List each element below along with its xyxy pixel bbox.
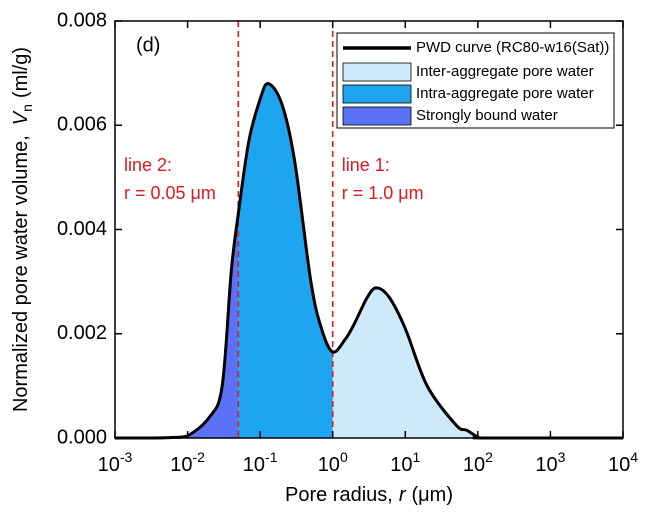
legend-swatch [342, 84, 412, 104]
area [238, 83, 333, 438]
y-label-subscript: n [19, 104, 35, 112]
vline-label: line 2: [124, 155, 172, 175]
x-tick-label: 103 [535, 449, 565, 477]
x-tick-exponent: -2 [192, 449, 205, 465]
x-tick-label: 101 [390, 449, 420, 477]
legend-label: PWD curve (RC80-w16(Sat)) [416, 39, 609, 56]
y-label-unit: (ml/g) [10, 47, 32, 98]
legend-swatch [342, 62, 412, 82]
legend-label: Intra-aggregate pore water [416, 85, 594, 102]
pwd-curve [114, 82, 623, 440]
y-tick-label: 0.008 [57, 9, 107, 31]
x-tick-exponent: -3 [120, 449, 133, 465]
x-tick-base: 10 [98, 454, 120, 476]
x-tick-exponent: 4 [630, 449, 638, 465]
legend-label: Strongly bound water [416, 107, 558, 124]
vline-sublabel: r = 1.0 μm [342, 183, 424, 203]
x-tick-base: 10 [608, 454, 630, 476]
area [332, 287, 623, 438]
y-axis-label: Normalized pore water volume, Vn (ml/g) [10, 47, 34, 412]
vline-label: line 1: [342, 155, 390, 175]
y-tick-label: 0.004 [57, 218, 107, 240]
x-tick-exponent: 2 [485, 449, 493, 465]
y-tick-label: 0.006 [57, 114, 107, 136]
x-tick-label: 102 [463, 449, 493, 477]
area [115, 213, 239, 438]
x-tick-label: 10-2 [170, 449, 205, 477]
x-axis-label: Pore radius, r (μm) [285, 484, 453, 506]
x-tick-label: 104 [608, 449, 638, 477]
vline-sublabel: r = 0.05 μm [124, 183, 216, 203]
x-tick-exponent: 3 [558, 449, 566, 465]
y-label-text: Normalized pore water volume, [10, 135, 32, 412]
x-tick-label: 100 [318, 449, 348, 477]
x-tick-exponent: -1 [265, 449, 278, 465]
x-label-text: Pore radius, [285, 484, 393, 506]
x-tick-base: 10 [318, 454, 340, 476]
legend-swatch [342, 106, 412, 126]
y-tick-label: 0.000 [57, 426, 107, 448]
x-tick-exponent: 1 [413, 449, 421, 465]
x-tick-base: 10 [390, 454, 412, 476]
x-tick-label: 10-1 [243, 449, 278, 477]
x-tick-label: 10-3 [98, 449, 133, 477]
legend-label: Inter-aggregate pore water [416, 63, 594, 80]
panel-label: (d) [136, 34, 160, 56]
x-label-symbol: r [399, 484, 407, 506]
x-tick-base: 10 [243, 454, 265, 476]
y-tick-label: 0.002 [57, 322, 107, 344]
x-tick-exponent: 0 [340, 449, 348, 465]
x-tick-base: 10 [170, 454, 192, 476]
x-tick-base: 10 [535, 454, 557, 476]
y-label-symbol: V [10, 110, 32, 125]
x-tick-base: 10 [463, 454, 485, 476]
x-label-unit: (μm) [412, 484, 454, 506]
